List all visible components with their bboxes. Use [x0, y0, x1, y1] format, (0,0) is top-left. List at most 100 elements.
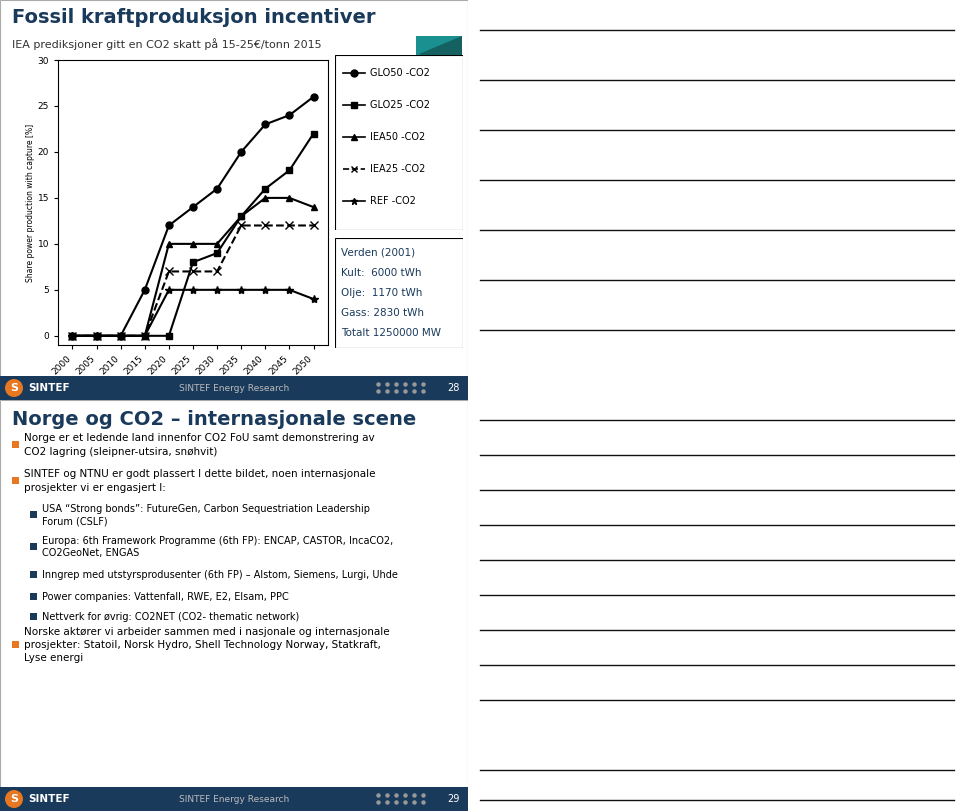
- IEA50 -CO2: [308, 202, 319, 212]
- Circle shape: [5, 379, 23, 397]
- REF -CO2: [236, 285, 247, 294]
- Text: IEA50 -CO2: IEA50 -CO2: [370, 132, 425, 142]
- Text: SINTEF: SINTEF: [28, 794, 70, 804]
- Bar: [0, 376, 468, 400]
- Bar: [12, 477, 19, 484]
- GLO25 -CO2: [67, 331, 79, 341]
- GLO50 -CO2: [308, 92, 319, 101]
- Text: GLO25 -CO2: GLO25 -CO2: [370, 100, 430, 110]
- Text: Norge er et ledende land innenfor CO2 FoU samt demonstrering av
CO2 lagring (sle: Norge er et ledende land innenfor CO2 Fo…: [24, 433, 375, 457]
- GLO25 -CO2: [211, 248, 222, 258]
- GLO25 -CO2: [308, 129, 319, 139]
- Text: S: S: [10, 794, 18, 804]
- GLO50 -CO2: [211, 184, 222, 194]
- Text: Verden (2001): Verden (2001): [341, 248, 415, 258]
- IEA25 -CO2: [308, 221, 319, 230]
- GLO50 -CO2: [115, 331, 127, 341]
- Bar: [30, 543, 37, 550]
- Text: SINTEF og NTNU er godt plassert I dette bildet, noen internasjonale
prosjekter v: SINTEF og NTNU er godt plassert I dette …: [24, 470, 376, 492]
- Bar: [30, 613, 37, 620]
- Line: GLO25 -CO2: GLO25 -CO2: [69, 130, 317, 339]
- Line: IEA25 -CO2: IEA25 -CO2: [68, 221, 317, 340]
- REF -CO2: [91, 331, 103, 341]
- Bar: [30, 571, 37, 578]
- IEA25 -CO2: [163, 267, 175, 277]
- IEA50 -CO2: [91, 331, 103, 341]
- GLO25 -CO2: [163, 331, 175, 341]
- IEA25 -CO2: [115, 331, 127, 341]
- Text: SINTEF Energy Research: SINTEF Energy Research: [179, 795, 289, 804]
- IEA25 -CO2: [236, 221, 247, 230]
- REF -CO2: [67, 331, 79, 341]
- Text: Olje:  1170 tWh: Olje: 1170 tWh: [341, 288, 422, 298]
- Line: IEA50 -CO2: IEA50 -CO2: [69, 195, 317, 339]
- REF -CO2: [115, 331, 127, 341]
- Text: IEA25 -CO2: IEA25 -CO2: [370, 164, 426, 174]
- GLO25 -CO2: [236, 212, 247, 221]
- GLO50 -CO2: [284, 110, 295, 120]
- GLO50 -CO2: [260, 119, 271, 129]
- Text: Power companies: Vattenfall, RWE, E2, Elsam, PPC: Power companies: Vattenfall, RWE, E2, El…: [42, 592, 289, 602]
- Bar: [12, 441, 19, 448]
- IEA50 -CO2: [260, 193, 271, 203]
- IEA25 -CO2: [187, 267, 199, 277]
- Polygon shape: [419, 36, 462, 72]
- IEA25 -CO2: [284, 221, 295, 230]
- IEA25 -CO2: [91, 331, 103, 341]
- Text: Gass: 2830 tWh: Gass: 2830 tWh: [341, 308, 424, 318]
- Bar: [30, 593, 37, 600]
- Line: GLO50 -CO2: GLO50 -CO2: [69, 93, 317, 339]
- Text: 28: 28: [448, 383, 460, 393]
- Text: Nettverk for øvrig: CO2NET (CO2- thematic network): Nettverk for øvrig: CO2NET (CO2- themati…: [42, 612, 299, 622]
- Text: GLO50 -CO2: GLO50 -CO2: [370, 68, 430, 78]
- IEA50 -CO2: [187, 239, 199, 249]
- Text: 29: 29: [448, 794, 460, 804]
- IEA50 -CO2: [67, 331, 79, 341]
- IEA50 -CO2: [163, 239, 175, 249]
- GLO50 -CO2: [139, 285, 151, 294]
- Text: IEA prediksjoner gitt en CO2 skatt på 15-25€/tonn 2015: IEA prediksjoner gitt en CO2 skatt på 15…: [12, 38, 321, 50]
- Text: SINTEF Energy Research: SINTEF Energy Research: [179, 384, 289, 393]
- GLO50 -CO2: [67, 331, 79, 341]
- GLO50 -CO2: [91, 331, 103, 341]
- GLO50 -CO2: [163, 221, 175, 230]
- REF -CO2: [163, 285, 175, 294]
- Text: Kult:  6000 tWh: Kult: 6000 tWh: [341, 268, 422, 278]
- Text: S: S: [10, 383, 18, 393]
- IEA50 -CO2: [236, 212, 247, 221]
- IEA50 -CO2: [211, 239, 222, 249]
- Circle shape: [5, 790, 23, 808]
- Text: Totalt 1250000 MW: Totalt 1250000 MW: [341, 328, 441, 338]
- Text: Norge og CO2 – internasjonale scene: Norge og CO2 – internasjonale scene: [12, 410, 416, 429]
- GLO25 -CO2: [139, 331, 151, 341]
- Text: Norske aktører vi arbeider sammen med i nasjonale og internasjonale
prosjekter: : Norske aktører vi arbeider sammen med i …: [24, 627, 389, 663]
- Bar: [416, 36, 462, 72]
- Text: Fossil kraftproduksjon incentiver: Fossil kraftproduksjon incentiver: [12, 8, 376, 27]
- REF -CO2: [211, 285, 222, 294]
- IEA25 -CO2: [67, 331, 79, 341]
- IEA25 -CO2: [260, 221, 271, 230]
- GLO25 -CO2: [91, 331, 103, 341]
- Bar: [12, 641, 19, 648]
- REF -CO2: [187, 285, 199, 294]
- GLO50 -CO2: [187, 202, 199, 212]
- Bar: [30, 511, 37, 518]
- REF -CO2: [284, 285, 295, 294]
- Text: SINTEF: SINTEF: [28, 383, 70, 393]
- GLO50 -CO2: [236, 147, 247, 157]
- GLO25 -CO2: [284, 165, 295, 175]
- REF -CO2: [308, 294, 319, 304]
- GLO25 -CO2: [260, 184, 271, 194]
- REF -CO2: [260, 285, 271, 294]
- Line: REF -CO2: REF -CO2: [68, 285, 317, 340]
- Text: USA “Strong bonds”: FutureGen, Carbon Sequestriation Leadership
Forum (CSLF): USA “Strong bonds”: FutureGen, Carbon Se…: [42, 504, 370, 526]
- GLO25 -CO2: [187, 257, 199, 267]
- IEA25 -CO2: [211, 267, 222, 277]
- IEA25 -CO2: [139, 331, 151, 341]
- GLO25 -CO2: [115, 331, 127, 341]
- REF -CO2: [139, 331, 151, 341]
- IEA50 -CO2: [284, 193, 295, 203]
- Text: Inngrep med utstyrsprodusenter (6th FP) – Alstom, Siemens, Lurgi, Uhde: Inngrep med utstyrsprodusenter (6th FP) …: [42, 570, 398, 580]
- Text: REF -CO2: REF -CO2: [370, 196, 416, 206]
- IEA50 -CO2: [139, 331, 151, 341]
